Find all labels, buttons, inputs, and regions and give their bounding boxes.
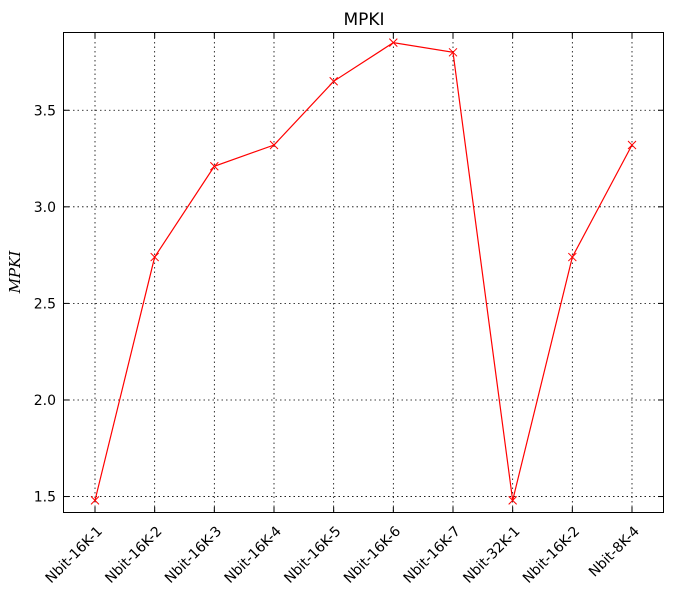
data-point bbox=[567, 252, 577, 262]
x-tick-label: Nbit-16K-4 bbox=[222, 523, 285, 586]
data-point bbox=[90, 496, 100, 505]
data-point bbox=[209, 161, 219, 171]
x-tick-label: Nbit-16K-7 bbox=[401, 524, 464, 587]
y-tick-label: 3.0 bbox=[34, 200, 56, 216]
grid-lines bbox=[64, 33, 663, 512]
y-axis-label: MPKI bbox=[6, 250, 24, 295]
x-tick-label: Nbit-16K-1 bbox=[43, 524, 106, 587]
data-point bbox=[448, 47, 458, 57]
series-line bbox=[94, 42, 633, 501]
y-tick-labels: 1.5 2.0 2.5 3.0 3.5 bbox=[34, 103, 56, 505]
y-tick-label: 2.5 bbox=[34, 296, 56, 312]
tick-marks bbox=[64, 33, 663, 512]
y-tick-label: 2.0 bbox=[34, 393, 56, 409]
x-tick-label: Nbit-16K-2 bbox=[520, 524, 583, 587]
x-tick-label: Nbit-16K-2 bbox=[102, 524, 165, 587]
data-point bbox=[388, 38, 398, 48]
x-tick-label: Nbit-16K-3 bbox=[162, 524, 225, 587]
series-layer bbox=[90, 38, 637, 505]
x-tick-label: Nbit-16K-5 bbox=[281, 524, 344, 587]
data-point bbox=[150, 252, 160, 262]
y-tick-label: 3.5 bbox=[34, 103, 56, 119]
plot-frame bbox=[63, 32, 664, 513]
chart-title: MPKI bbox=[343, 10, 384, 30]
y-tick-label: 1.5 bbox=[34, 490, 56, 506]
x-tick-label: Nbit-8K-4 bbox=[586, 523, 643, 580]
data-point bbox=[627, 140, 637, 150]
data-point bbox=[508, 496, 518, 505]
x-tick-labels: Nbit-16K-1Nbit-16K-2Nbit-16K-3Nbit-16K-4… bbox=[43, 523, 643, 586]
x-tick-label: Nbit-16K-6 bbox=[341, 523, 404, 586]
data-point bbox=[329, 76, 339, 86]
x-tick-label: Nbit-32K-1 bbox=[460, 524, 523, 587]
data-point bbox=[269, 140, 279, 150]
